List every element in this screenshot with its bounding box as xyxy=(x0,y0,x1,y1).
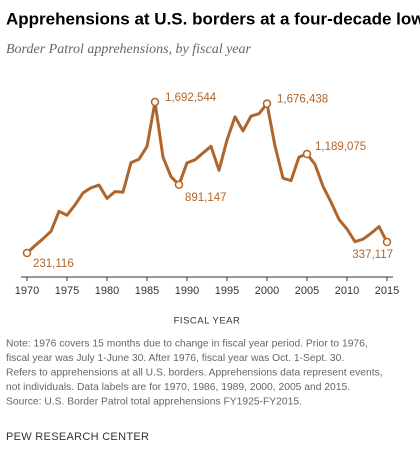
note-line: not individuals. Data labels are for 197… xyxy=(6,382,350,393)
x-tick-label: 1980 xyxy=(95,285,119,297)
note-line: Note: 1976 covers 15 months due to chang… xyxy=(6,339,368,350)
note-line: fiscal year was July 1-June 30. After 19… xyxy=(6,353,344,364)
point-marker xyxy=(22,248,32,258)
x-tick-label: 1975 xyxy=(55,285,79,297)
value-label: 231,116 xyxy=(33,258,74,270)
x-tick-label: 1995 xyxy=(215,285,239,297)
point-marker xyxy=(382,237,392,247)
point-marker xyxy=(302,149,312,159)
x-tick-label: 1985 xyxy=(135,285,159,297)
note-line: Refers to apprehensions at all U.S. bord… xyxy=(6,368,383,379)
x-tick-label: 2000 xyxy=(255,285,279,297)
note-line: Source: U.S. Border Patrol total apprehe… xyxy=(6,397,302,408)
x-tick-label: 1990 xyxy=(175,285,199,297)
value-label: 891,147 xyxy=(185,192,227,204)
point-marker xyxy=(262,99,272,108)
point-marker xyxy=(174,180,184,190)
x-tick-label: 2010 xyxy=(335,285,359,297)
x-tick-label: 1970 xyxy=(15,285,39,297)
x-tick-label: 2015 xyxy=(375,285,399,297)
data-line xyxy=(25,100,389,255)
value-label: 1,692,544 xyxy=(165,92,217,104)
point-marker xyxy=(150,97,160,107)
x-tick-label: 2005 xyxy=(295,285,319,297)
credit: PEW RESEARCH CENTER xyxy=(6,431,149,443)
value-label: 337,117 xyxy=(352,249,393,261)
value-label: 1,189,075 xyxy=(315,141,366,153)
x-axis-label: FISCAL YEAR xyxy=(174,316,241,327)
chart-subtitle: Border Patrol apprehensions, by fiscal y… xyxy=(6,42,252,57)
chart-title: Apprehensions at U.S. borders at a four-… xyxy=(6,9,420,28)
value-label: 1,676,438 xyxy=(277,94,328,106)
